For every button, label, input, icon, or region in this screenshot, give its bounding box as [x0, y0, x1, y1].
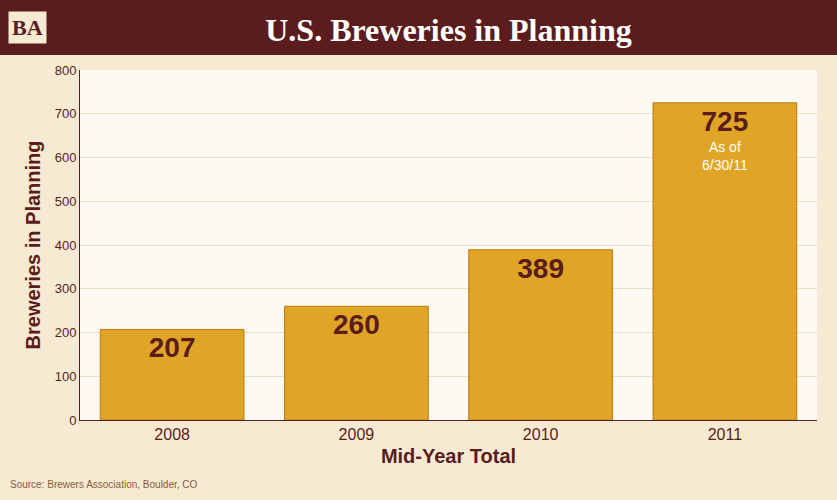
svg-text:725: 725 — [702, 106, 749, 137]
svg-text:400: 400 — [55, 238, 77, 253]
svg-text:500: 500 — [55, 194, 77, 209]
svg-text:2008: 2008 — [154, 426, 190, 443]
svg-text:260: 260 — [333, 309, 380, 340]
svg-text:600: 600 — [55, 150, 77, 165]
svg-text:700: 700 — [55, 106, 77, 121]
svg-text:BA: BA — [12, 15, 43, 40]
svg-text:800: 800 — [55, 63, 77, 78]
svg-text:100: 100 — [55, 369, 77, 384]
svg-text:207: 207 — [149, 332, 196, 363]
svg-text:389: 389 — [517, 253, 564, 284]
svg-text:200: 200 — [55, 325, 77, 340]
svg-text:2009: 2009 — [339, 426, 375, 443]
svg-text:2011: 2011 — [708, 426, 743, 443]
svg-text:300: 300 — [55, 281, 77, 296]
svg-text:0: 0 — [69, 413, 76, 428]
svg-text:Source: Brewers Association, B: Source: Brewers Association, Boulder, CO — [10, 479, 198, 490]
svg-text:Breweries in Planning: Breweries in Planning — [22, 141, 44, 350]
svg-text:U.S. Breweries in Planning: U.S. Breweries in Planning — [265, 12, 632, 48]
svg-text:As of6/30/11: As of6/30/11 — [702, 139, 748, 173]
svg-text:2010: 2010 — [523, 426, 559, 443]
svg-text:Mid-Year Total: Mid-Year Total — [381, 445, 516, 467]
